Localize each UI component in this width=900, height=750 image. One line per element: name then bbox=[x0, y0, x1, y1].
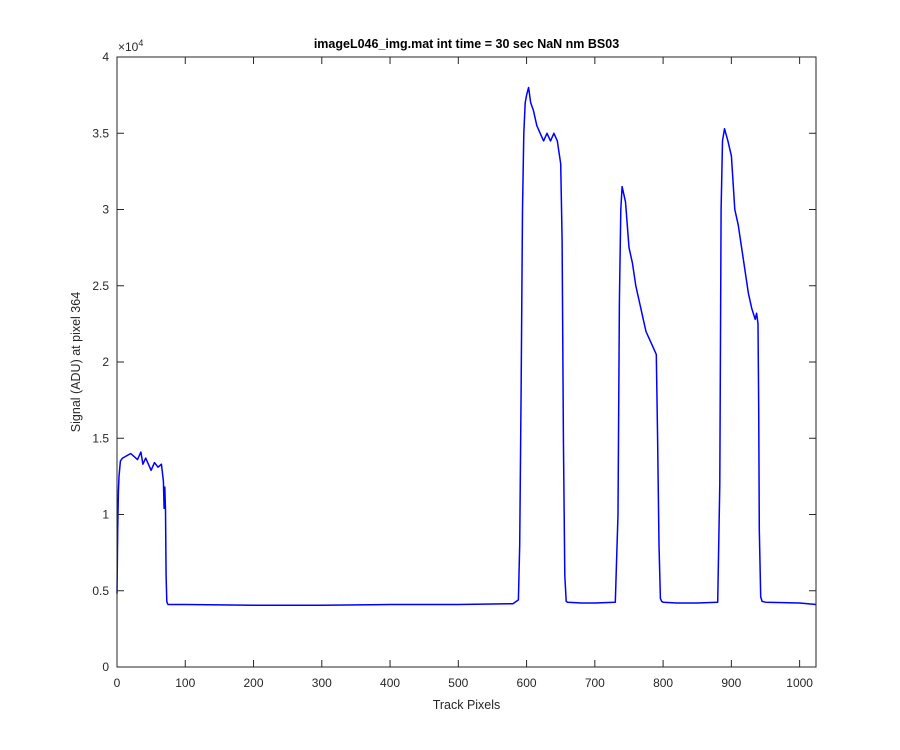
x-tick-label: 100 bbox=[175, 676, 195, 690]
x-tick-label: 700 bbox=[585, 676, 605, 690]
x-tick-label: 400 bbox=[380, 676, 400, 690]
ticks-layer: 0 100 200 300 400 500 600 700 800 900 1000 0 0.5 1 1.5… bbox=[92, 50, 816, 690]
y-axis-exponent-base: ×10 bbox=[118, 40, 139, 54]
y-tick-label: 0.5 bbox=[92, 584, 109, 598]
y-tick-label: 2 bbox=[102, 355, 109, 369]
x-tick-label: 900 bbox=[721, 676, 741, 690]
x-tick-label: 0 bbox=[114, 676, 121, 690]
plot-area bbox=[117, 57, 816, 667]
x-tick-label: 600 bbox=[517, 676, 537, 690]
y-axis-exponent: ×104 bbox=[118, 38, 143, 54]
x-tick-label: 1000 bbox=[786, 676, 813, 690]
x-axis-label: Track Pixels bbox=[433, 698, 501, 712]
y-axis-label: Signal (ADU) at pixel 364 bbox=[69, 292, 83, 432]
x-tick-label: 800 bbox=[653, 676, 673, 690]
series-layer bbox=[116, 86, 817, 606]
y-tick-label: 3.5 bbox=[92, 126, 109, 140]
y-tick-label: 1.5 bbox=[92, 431, 109, 445]
y-axis-exponent-power: 4 bbox=[138, 38, 143, 48]
series-line-1 bbox=[116, 86, 817, 606]
y-tick-label: 1 bbox=[102, 508, 109, 522]
x-tick-label: 200 bbox=[244, 676, 264, 690]
y-tick-label: 2.5 bbox=[92, 279, 109, 293]
y-tick-label: 4 bbox=[102, 50, 109, 64]
y-tick-label: 0 bbox=[102, 660, 109, 674]
x-tick-label: 300 bbox=[312, 676, 332, 690]
chart-title: imageL046_img.mat int time = 30 sec NaN … bbox=[314, 37, 619, 51]
y-tick-label: 3 bbox=[102, 203, 109, 217]
x-tick-label: 500 bbox=[448, 676, 468, 690]
